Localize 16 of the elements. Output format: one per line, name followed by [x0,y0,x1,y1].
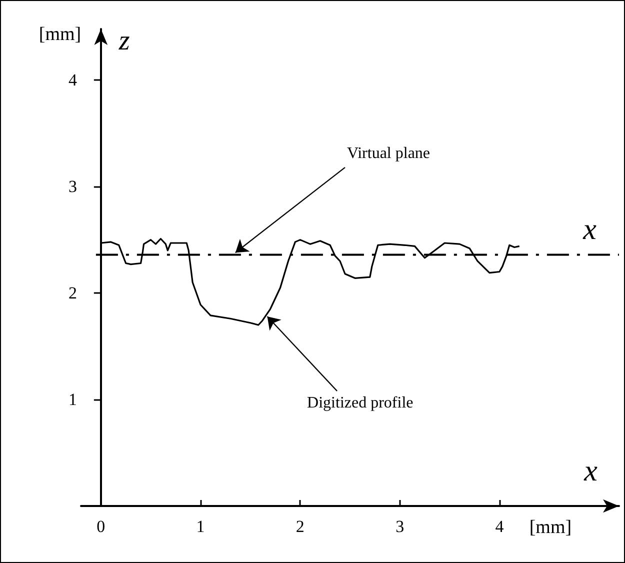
y-tick-label: 1 [68,390,77,410]
annotation: Digitized profile [307,394,414,412]
annotation: x [582,213,598,246]
x-tick-label: 0 [96,517,106,536]
x-axis-title: x [583,454,598,488]
x-tick-label: 3 [396,517,404,536]
y-axis-title: z [118,26,130,56]
text: [mm] [529,517,572,538]
x-tick-label: 1 [196,517,205,536]
x-tick-label: 2 [296,517,304,536]
annotation: [mm] [38,24,82,45]
y-tick-label: 4 [68,70,78,90]
ref-line-label: Virtual plane [347,144,430,162]
y-tick-label: 3 [68,177,77,196]
y-tick-label: 2 [68,284,77,303]
x-tick-label: 4 [495,517,504,536]
